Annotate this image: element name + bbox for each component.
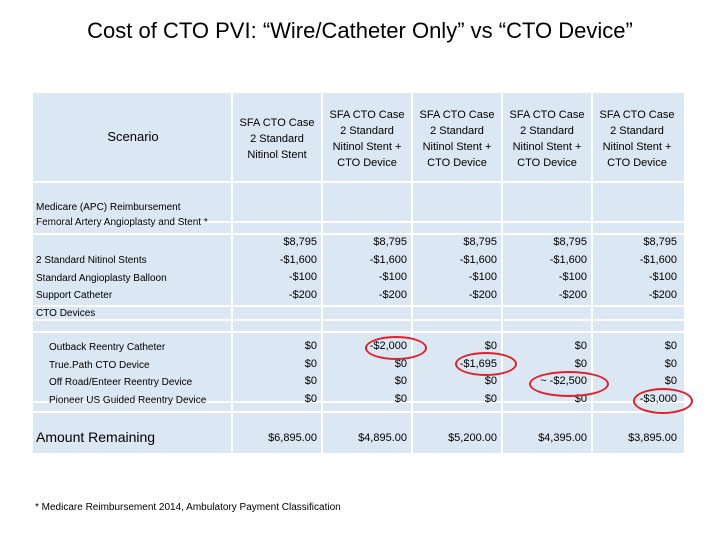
column-header-3: SFA CTO Case 2 Standard Nitinol Stent + … bbox=[419, 109, 495, 169]
amount-remaining-value: $4,895.00 bbox=[358, 432, 407, 444]
cost-band bbox=[33, 223, 684, 319]
device-label: Pioneer US Guided Reentry Device bbox=[49, 394, 207, 406]
header-band bbox=[33, 93, 684, 181]
reimbursement-label: Medicare (APC) Reimbursement Femoral Art… bbox=[36, 202, 208, 228]
row-divider bbox=[33, 305, 684, 307]
reimbursement-band bbox=[33, 183, 684, 221]
cost-values-col-3: $8,795 -$1,600 -$100 -$200 bbox=[459, 236, 497, 301]
amount-band bbox=[33, 413, 684, 453]
cost-label: 2 Standard Nitinol Stents bbox=[36, 255, 147, 266]
cost-values-col-1: $8,795 -$1,600 -$100 -$200 bbox=[279, 236, 317, 301]
column-header-5: SFA CTO Case 2 Standard Nitinol Stent + … bbox=[599, 109, 675, 169]
highlight-ellipse bbox=[365, 336, 427, 360]
cost-values-col-4: $8,795 -$1,600 -$100 -$200 bbox=[549, 236, 587, 301]
cost-label: Support Catheter bbox=[36, 290, 113, 301]
amount-remaining-value: $6,895.00 bbox=[268, 432, 317, 444]
device-labels: Outback Reentry Catheter True.Path CTO D… bbox=[49, 339, 206, 409]
cost-values-col-2: $8,795 -$1,600 -$100 -$200 bbox=[369, 236, 407, 301]
highlight-ellipse bbox=[455, 352, 517, 376]
cost-label: CTO Devices bbox=[36, 307, 96, 319]
column-header-4: SFA CTO Case 2 Standard Nitinol Stent + … bbox=[509, 109, 585, 169]
device-label: True.Path CTO Device bbox=[49, 359, 150, 371]
scenario-label: Scenario bbox=[107, 129, 159, 144]
amount-remaining-label: Amount Remaining bbox=[36, 429, 156, 445]
device-values-col-1: $0 $0 $0 $0 bbox=[304, 340, 317, 405]
column-header-1: SFA CTO Case 2 Standard Nitinol Stent bbox=[239, 117, 315, 161]
row-divider bbox=[33, 401, 684, 403]
device-label: Off Road/Enteer Reentry Device bbox=[49, 377, 193, 388]
cost-table: Scenario SFA CTO Case 2 Standard Nitinol… bbox=[33, 93, 693, 453]
row-divider bbox=[33, 331, 684, 333]
footnote: * Medicare Reimbursement 2014, Ambulator… bbox=[35, 502, 341, 513]
cost-values-col-5: $8,795 -$1,600 -$100 -$200 bbox=[639, 236, 677, 301]
column-divider bbox=[231, 93, 233, 453]
cost-labels: 2 Standard Nitinol Stents Standard Angio… bbox=[36, 252, 167, 322]
column-divider bbox=[501, 93, 503, 453]
amount-remaining-value: $5,200.00 bbox=[448, 432, 497, 444]
amount-remaining-value: $4,395.00 bbox=[538, 432, 587, 444]
row-divider bbox=[33, 233, 684, 235]
device-label: Outback Reentry Catheter bbox=[49, 342, 166, 353]
column-header-2: SFA CTO Case 2 Standard Nitinol Stent + … bbox=[329, 109, 405, 169]
highlight-ellipse bbox=[529, 371, 609, 397]
cost-label: Standard Angioplasty Balloon bbox=[36, 272, 167, 284]
slide-title: Cost of CTO PVI: “Wire/Catheter Only” vs… bbox=[87, 18, 633, 43]
amount-remaining-value: $3,895.00 bbox=[628, 432, 677, 444]
highlight-ellipse bbox=[633, 388, 693, 414]
column-divider bbox=[321, 93, 323, 453]
column-divider bbox=[411, 93, 413, 453]
column-divider bbox=[591, 93, 593, 453]
